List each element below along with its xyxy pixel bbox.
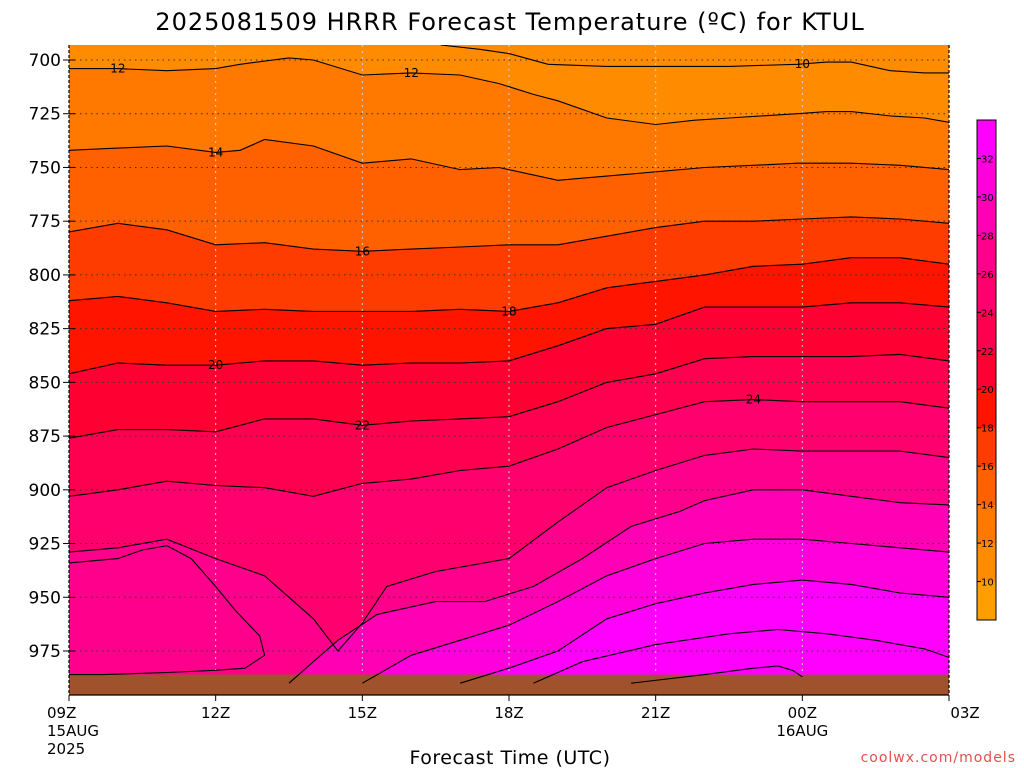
colorbar-label-12: 12 [981, 539, 994, 550]
colorbar-swatch-12 [977, 504, 996, 544]
x-tick-label-12Z: 12Z [201, 704, 230, 722]
colorbar-swatch-18 [977, 389, 996, 429]
colorbar-swatch-16 [977, 427, 996, 467]
y-tick-label-875: 875 [29, 427, 61, 447]
colorbar-label-28: 28 [981, 231, 994, 242]
contour-line-12-1 [69, 57, 949, 126]
contour-line-24-8 [69, 399, 949, 497]
x-tick-date-00Z: 16AUG [776, 722, 828, 740]
colorbar-swatch-9 [977, 581, 996, 621]
contour-label-20: 20 [208, 358, 223, 372]
contour-line-22-7 [69, 353, 949, 439]
x-tick-year-09Z: 2025 [47, 740, 85, 758]
colorbar-label-26: 26 [981, 270, 994, 281]
contour-label-16: 16 [355, 244, 370, 258]
contour-line-10-0 [440, 45, 949, 74]
contour-line-26-9 [69, 448, 949, 652]
colorbar-label-22: 22 [981, 347, 994, 358]
contour-line-32-14 [533, 628, 949, 684]
x-tick-label-15Z: 15Z [348, 704, 377, 722]
contour-label-18: 18 [501, 304, 516, 318]
contour-line-18-5 [69, 257, 949, 312]
y-tick-label-725: 725 [29, 105, 61, 125]
y-tick-label-850: 850 [29, 373, 61, 393]
contour-label-22: 22 [355, 418, 370, 432]
grid-lines [69, 45, 949, 675]
x-tick-label-09Z: 09Z [47, 704, 76, 722]
x-tick-label-00Z: 00Z [788, 704, 817, 722]
colorbar: 10 12 14 16 18 20 22 24 26 28 30 32 [976, 119, 997, 621]
terrain-ground [69, 674, 949, 695]
colorbar-label-16: 16 [981, 462, 994, 473]
x-tick-label-21Z: 21Z [641, 704, 670, 722]
colorbar-label-14: 14 [981, 501, 994, 512]
y-tick-label-775: 775 [29, 212, 61, 232]
temp-band-26-pocket [69, 545, 265, 675]
colorbar-swatch-22 [977, 312, 996, 352]
contour-line-32-13 [459, 579, 949, 684]
colorbar-swatch-30 [977, 158, 996, 198]
colorbar-label-24: 24 [981, 308, 994, 319]
contour-label-12: 12 [404, 66, 419, 80]
colorbar-label-18: 18 [981, 424, 994, 435]
contour-label-14: 14 [208, 145, 223, 159]
colorbar-swatch-32 [977, 120, 996, 159]
colorbar-label-32: 32 [981, 155, 994, 166]
colorbar-swatch-20 [977, 350, 996, 390]
colorbar-swatch-26 [977, 235, 996, 275]
contour-label-12: 12 [110, 62, 125, 76]
contour-line-30-12 [362, 538, 949, 684]
colorbar-swatch-24 [977, 273, 996, 313]
contour-lines: 10 12 12 14 16 18 20 22 24 [69, 45, 949, 684]
x-tick-date-09Z: 15AUG [47, 722, 99, 740]
x-tick-label-18Z: 18Z [494, 704, 523, 722]
contour-label-10: 10 [795, 57, 810, 71]
colorbar-swatch-10 [977, 543, 996, 583]
x-tick-label-03Z: 03Z [950, 704, 979, 722]
y-tick-label-825: 825 [29, 320, 61, 340]
colorbar-swatch-28 [977, 196, 996, 236]
y-tick-label-950: 950 [29, 588, 61, 608]
y-tick-label-900: 900 [29, 481, 61, 501]
contour-line-34-15 [631, 665, 803, 684]
chart-title: 2025081509 HRRR Forecast Temperature (ºC… [155, 8, 864, 36]
contour-label-24: 24 [746, 393, 761, 407]
contour-line-16-4 [69, 216, 949, 252]
contour-line-28-11 [288, 489, 949, 684]
contour-line-14-3 [69, 138, 949, 181]
y-tick-label-750: 750 [29, 158, 61, 178]
y-tick-label-700: 700 [29, 51, 61, 71]
colorbar-label-30: 30 [981, 193, 994, 204]
y-tick-label-800: 800 [29, 266, 61, 286]
watermark: coolwx.com/models [861, 750, 1016, 766]
colorbar-label-20: 20 [981, 385, 994, 396]
x-axis-label: Forecast Time (UTC) [410, 747, 611, 768]
colorbar-swatch-14 [977, 466, 996, 506]
colorbar-border [976, 119, 997, 621]
y-tick-label-975: 975 [29, 642, 61, 662]
y-axis: 700 725 750 775 800 825 850 875 900 925 950 975 [29, 51, 75, 662]
colorbar-label-10: 10 [981, 578, 994, 589]
contour-line-26-10 [69, 545, 266, 676]
y-tick-label-925: 925 [29, 535, 61, 555]
contour-line-20-6 [69, 302, 949, 375]
terrain-surface [69, 674, 949, 695]
